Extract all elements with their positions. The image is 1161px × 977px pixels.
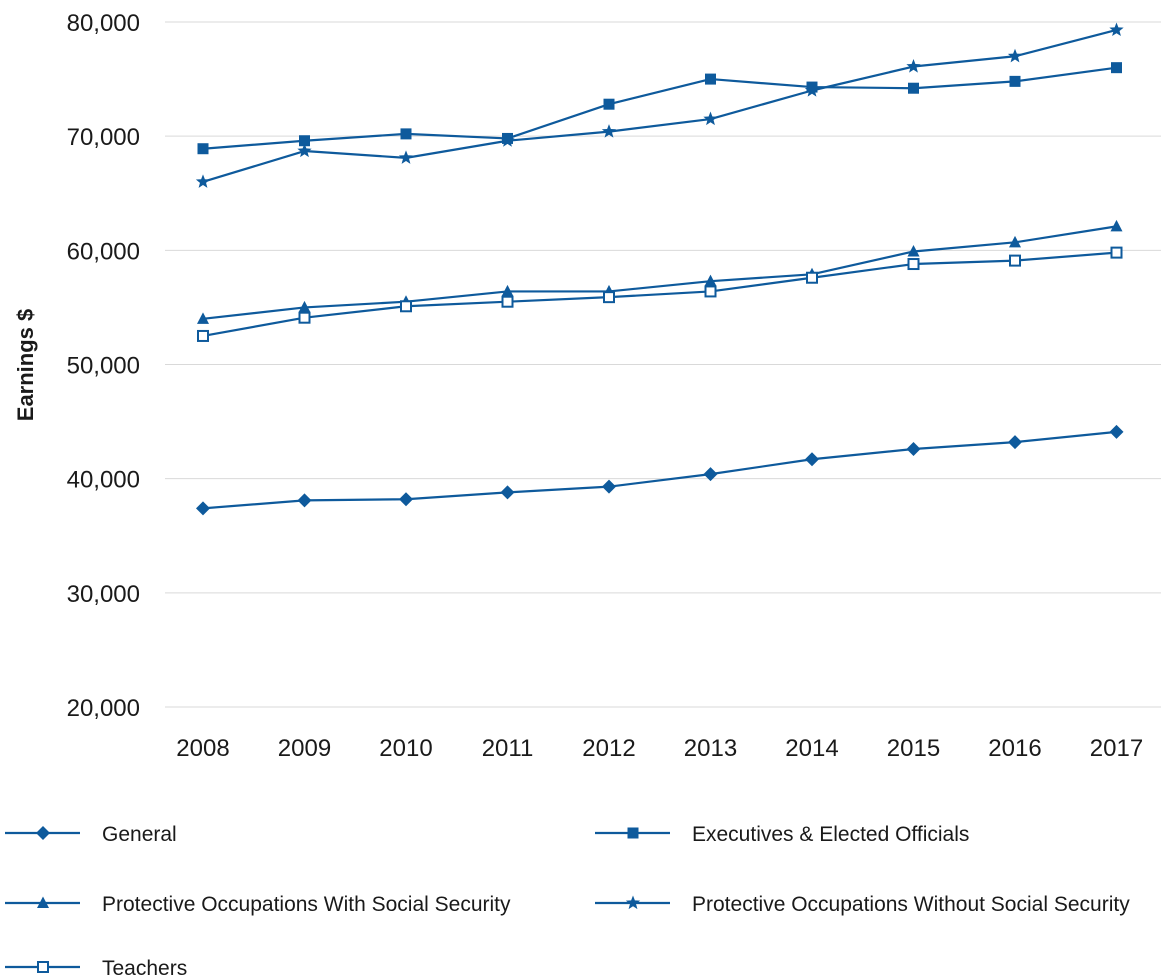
x-axis-ticks: 2008 2009 2010 2011 2012 2013 2014 2015 2016 2017 — [176, 735, 1143, 762]
legend-label: Protective Occupations With Social Secur… — [102, 893, 511, 916]
y-tick-label: 70,000 — [67, 124, 140, 151]
data-point — [704, 274, 717, 287]
legend-item-general: General — [5, 823, 177, 846]
legend-item-protective-occupations-without-social-security: Protective Occupations Without Social Se… — [595, 893, 1130, 916]
legend-label: General — [102, 823, 177, 846]
data-point — [400, 300, 412, 313]
data-point — [399, 492, 413, 507]
y-axis-ticks: 20,000 30,000 40,000 50,000 60,000 70,000 80,0… — [67, 10, 140, 722]
x-tick-label: 2011 — [482, 735, 534, 762]
data-point — [705, 73, 716, 85]
y-tick-label: 20,000 — [67, 695, 140, 722]
data-point — [906, 441, 921, 456]
data-point — [297, 493, 312, 508]
data-point — [907, 258, 920, 271]
data-point — [703, 111, 718, 126]
series-protective-occupations-without-social-security — [195, 22, 1124, 188]
legend-item-teachers: Teachers — [5, 957, 187, 977]
data-point — [195, 174, 211, 188]
y-axis-label: Earnings $ — [13, 309, 38, 421]
data-point — [297, 143, 312, 158]
x-tick-label: 2015 — [887, 735, 940, 762]
y-tick-label: 30,000 — [67, 581, 140, 608]
data-point — [298, 311, 311, 324]
legend-label: Protective Occupations Without Social Se… — [692, 893, 1130, 916]
data-point — [601, 124, 617, 138]
legend-label: Executives & Elected Officials — [692, 823, 969, 846]
x-tick-label: 2016 — [988, 735, 1041, 762]
series-line — [202, 28, 1117, 183]
data-series — [195, 22, 1124, 516]
data-point — [908, 82, 919, 94]
x-tick-label: 2009 — [278, 735, 331, 762]
data-point — [501, 295, 514, 308]
y-tick-label: 40,000 — [67, 467, 140, 494]
data-point — [603, 291, 615, 304]
data-point — [1111, 62, 1122, 74]
legend: General Executives & Elected Officials Pro… — [5, 823, 1130, 977]
data-point — [400, 128, 412, 140]
data-point — [500, 485, 515, 500]
data-point — [602, 479, 616, 494]
data-point — [1009, 254, 1021, 267]
y-tick-label: 80,000 — [67, 10, 140, 37]
series-line — [202, 66, 1117, 150]
data-point — [804, 83, 820, 97]
data-point — [704, 285, 717, 298]
data-point — [703, 467, 718, 482]
data-point — [1009, 75, 1021, 87]
data-point — [1109, 424, 1124, 439]
x-tick-label: 2017 — [1090, 735, 1143, 762]
data-point — [1110, 246, 1123, 259]
legend-marker — [625, 895, 641, 910]
series-general — [196, 424, 1124, 516]
series-executives-and-elected-officials — [197, 62, 1122, 155]
legend-marker — [627, 827, 639, 839]
data-point — [1110, 219, 1123, 232]
data-point — [1009, 235, 1021, 248]
x-tick-label: 2008 — [176, 735, 229, 762]
data-point — [906, 59, 921, 73]
legend-item-protective-occupations-with-social-security: Protective Occupations With Social Secur… — [5, 893, 511, 916]
series-protective-occupations-with-social-security — [197, 219, 1123, 324]
data-point — [398, 150, 414, 164]
series-teachers — [197, 246, 1123, 342]
data-point — [501, 284, 514, 297]
legend-marker — [37, 961, 49, 973]
data-point — [299, 135, 310, 147]
data-point — [805, 452, 819, 467]
data-point — [1008, 435, 1022, 450]
data-point — [298, 300, 311, 313]
x-tick-label: 2012 — [582, 735, 635, 762]
data-point — [196, 501, 210, 516]
data-point — [1007, 48, 1023, 63]
y-tick-label: 50,000 — [67, 353, 140, 380]
data-point — [806, 271, 818, 284]
series-line — [202, 251, 1117, 338]
data-point — [907, 244, 920, 257]
legend-marker — [36, 826, 50, 840]
legend-item-executives-and-elected-officials: Executives & Elected Officials — [595, 823, 969, 846]
series-line — [202, 430, 1117, 510]
data-point — [197, 329, 209, 342]
y-tick-label: 60,000 — [67, 238, 140, 265]
series-line — [202, 225, 1117, 320]
data-point — [197, 143, 209, 155]
data-point — [603, 98, 615, 110]
data-point — [1109, 22, 1124, 37]
data-point — [500, 133, 515, 147]
x-tick-label: 2010 — [379, 735, 432, 762]
data-point — [197, 312, 209, 324]
x-tick-label: 2013 — [684, 735, 737, 762]
x-tick-label: 2014 — [785, 735, 838, 762]
gridlines — [165, 21, 1161, 708]
legend-label: Teachers — [102, 957, 187, 977]
legend-marker — [37, 896, 49, 908]
